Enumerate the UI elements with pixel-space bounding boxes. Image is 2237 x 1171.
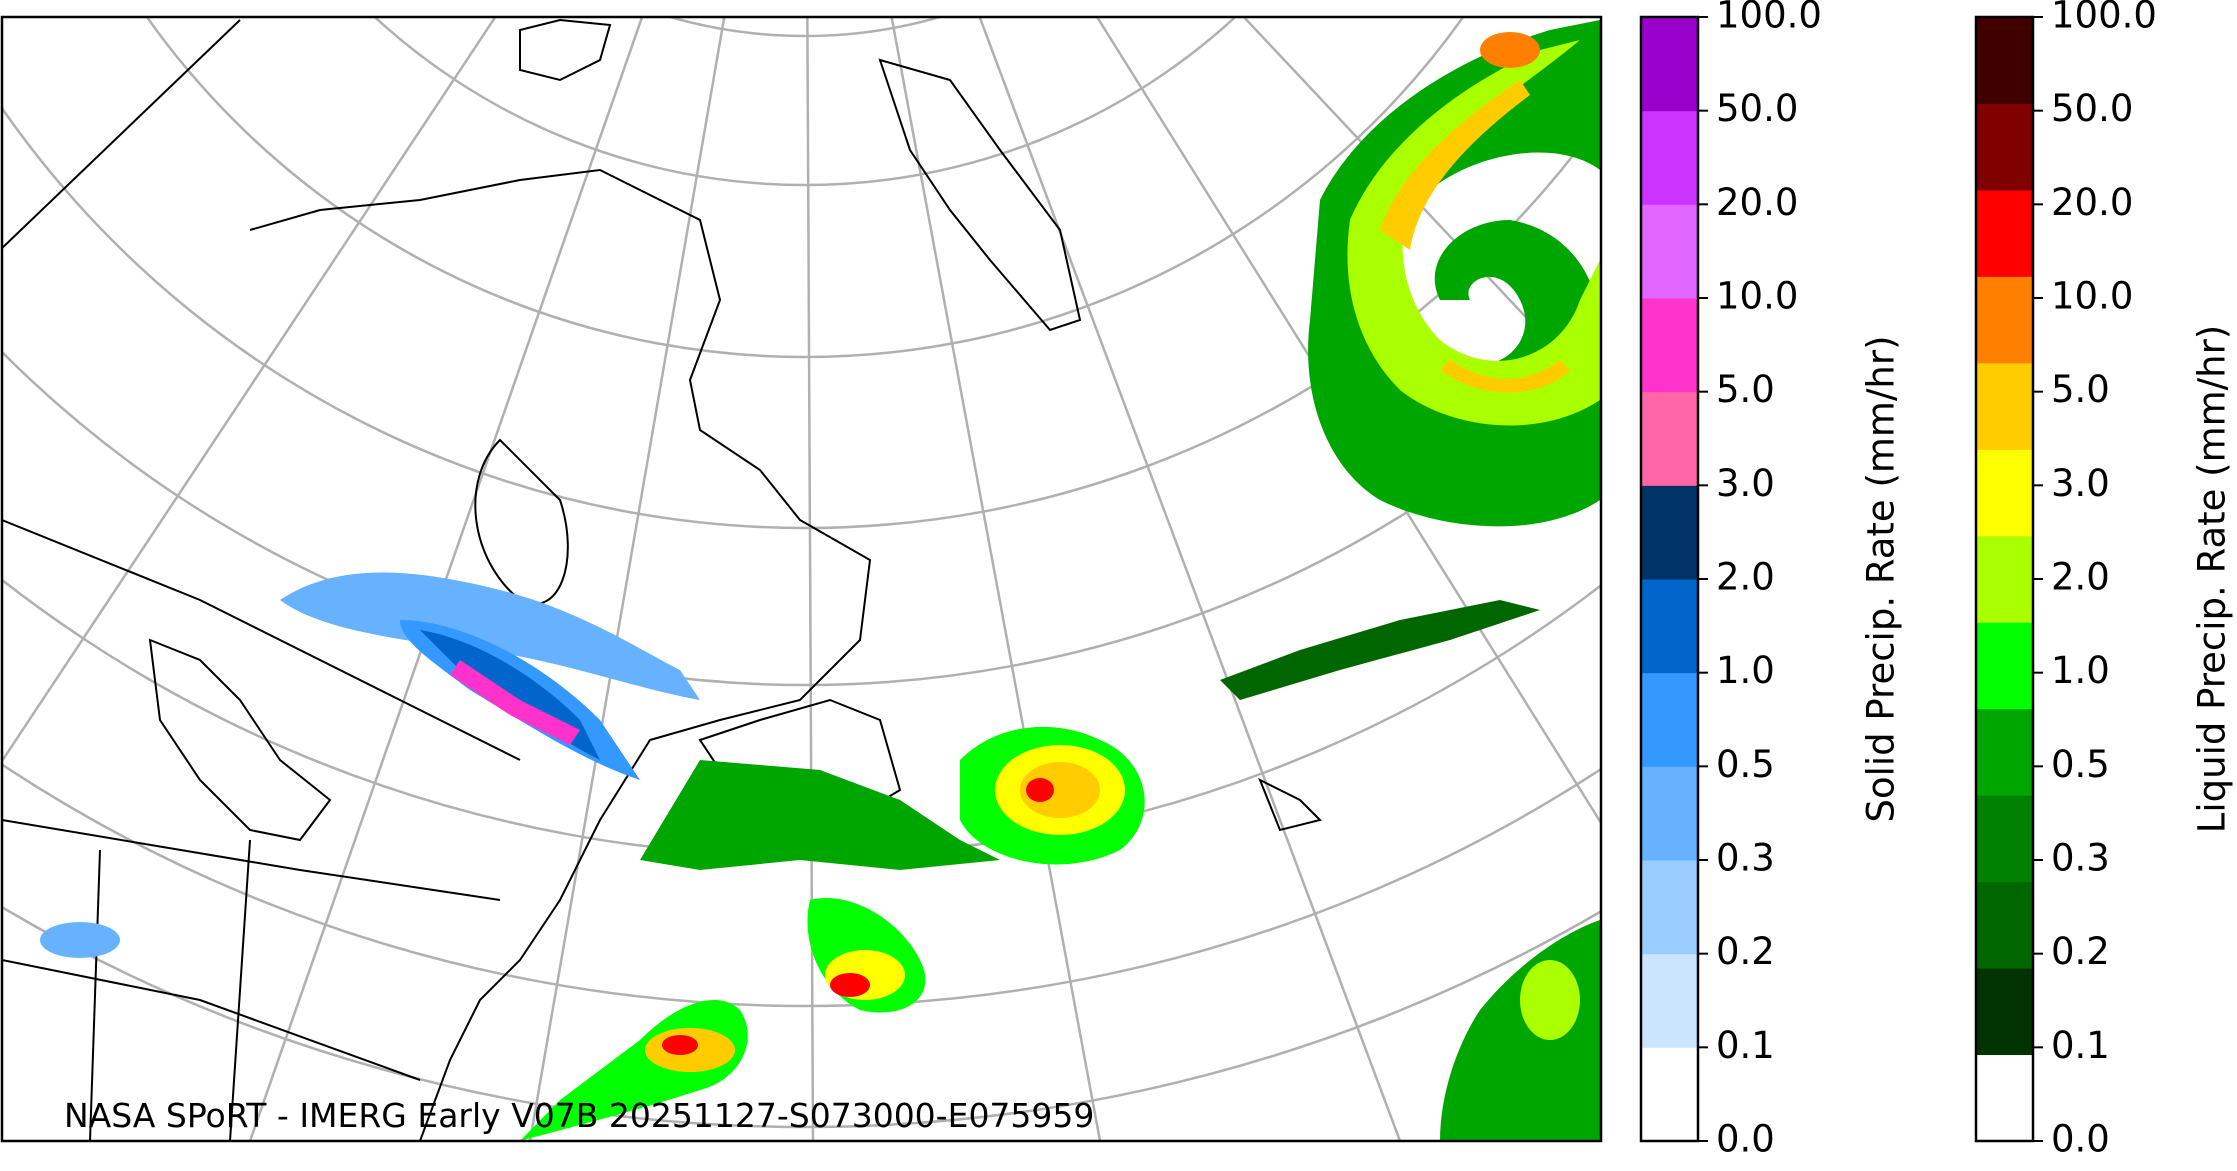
colorbar-segment	[1641, 953, 1698, 1048]
colorbar-segment	[1641, 17, 1698, 112]
colorbar-tick-label: 3.0	[1716, 462, 1775, 505]
colorbar-segment	[1976, 881, 2033, 969]
colorbar-tick-label: 5.0	[2051, 368, 2110, 411]
colorbar-segment	[1641, 1047, 1698, 1142]
colorbar-segment	[1976, 276, 2033, 364]
colorbar-label: Liquid Precip. Rate (mm/hr)	[2191, 325, 2234, 834]
colorbar-segment	[1641, 110, 1698, 205]
colorbar-tick-label: 2.0	[1716, 556, 1775, 599]
colorbar-segment	[1641, 766, 1698, 861]
graticule	[2, 17, 1601, 1141]
colorbar-segment	[1976, 17, 2033, 104]
precipitation	[40, 20, 1600, 1141]
colorbar-segment	[1976, 622, 2033, 710]
colorbar-segment	[1641, 860, 1698, 955]
colorbar-tick-label: 0.1	[2051, 1024, 2110, 1067]
colorbar-segment	[1976, 535, 2033, 623]
colorbar-tick-label: 0.2	[1716, 930, 1775, 973]
colorbar-tick-label: 10.0	[1716, 275, 1798, 318]
colorbar-segment	[1641, 485, 1698, 580]
colorbar-tick-label: 10.0	[2051, 275, 2133, 318]
colorbar-tick-label: 0.1	[1716, 1024, 1775, 1067]
colorbar-segment	[1976, 708, 2033, 796]
colorbar-segment	[1976, 362, 2033, 450]
colorbar-tick-label: 2.0	[2051, 556, 2110, 599]
colorbar-tick-label: 0.0	[1716, 1118, 1775, 1161]
map	[2, 17, 1601, 1141]
colorbar-tick-label: 0.3	[2051, 837, 2110, 880]
colorbar-tick-label: 20.0	[1716, 181, 1798, 224]
colorbar-segment	[1976, 189, 2033, 277]
colorbar-segment	[1976, 968, 2033, 1056]
colorbar-tick-label: 0.5	[2051, 743, 2110, 786]
coastlines	[2, 18, 1322, 1141]
colorbar-tick-label: 50.0	[1716, 87, 1798, 130]
colorbar-tick-label: 3.0	[2051, 462, 2110, 505]
colorbar-segment	[1641, 672, 1698, 767]
colorbar-segment	[1976, 103, 2033, 191]
colorbar-tick-label: 1.0	[1716, 649, 1775, 692]
colorbar-tick-label: 50.0	[2051, 87, 2133, 130]
colorbar-label: Solid Precip. Rate (mm/hr)	[1860, 335, 1903, 822]
map-caption: NASA SPoRT - IMERG Early V07B 20251127-S…	[64, 1096, 1094, 1135]
colorbar-segment	[1641, 298, 1698, 393]
colorbar-tick-label: 0.0	[2051, 1118, 2110, 1161]
map-frame	[0, 15, 1603, 1143]
colorbar-segment	[1641, 391, 1698, 486]
colorbar-tick-label: 0.5	[1716, 743, 1775, 786]
colorbar-tick-label: 0.2	[2051, 930, 2110, 973]
colorbar-tick-label: 5.0	[1716, 368, 1775, 411]
colorbar-segment	[1641, 204, 1698, 299]
colorbar-tick-label: 100.0	[2051, 0, 2157, 37]
colorbar-tick-label: 20.0	[2051, 181, 2133, 224]
colorbar-segment	[1976, 1054, 2033, 1142]
colorbar-tick-label: 100.0	[1716, 0, 1822, 37]
colorbar-segment	[1976, 795, 2033, 883]
colorbar-segment	[1976, 449, 2033, 537]
colorbar-tick-label: 1.0	[2051, 649, 2110, 692]
colorbar-tick-label: 0.3	[1716, 837, 1775, 880]
colorbar-segment	[1641, 579, 1698, 674]
